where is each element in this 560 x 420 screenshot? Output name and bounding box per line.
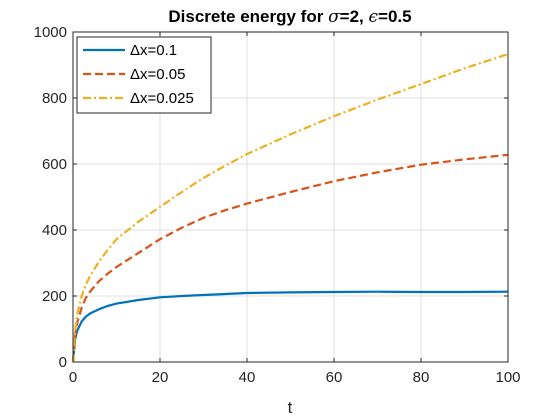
series-line-1 [71,290,509,363]
title-sigma-value: =2, [340,7,369,26]
x-tick-label: 0 [69,369,77,386]
x-tick-label: 80 [413,369,430,386]
title-sigma-symbol: σ [328,7,340,27]
title-prefix: Discrete energy for [168,7,328,26]
x-tick-label: 60 [326,369,343,386]
x-axis-label: t [288,398,293,417]
y-tick-label: 400 [42,222,67,239]
title-epsilon-symbol: ϵ [369,7,379,27]
legend: Δx=0.1 Δx=0.05 Δx=0.025 [76,36,212,114]
title-epsilon-value: =0.5 [378,7,412,26]
y-tick-label: 1000 [34,24,67,41]
series-layer [71,53,509,363]
series-line-2 [71,153,509,363]
y-tick-labels: 0 200 400 600 800 1000 [34,24,67,371]
x-tick-label: 100 [495,369,520,386]
legend-items: Δx=0.1 Δx=0.05 Δx=0.025 [83,42,194,107]
y-tick-label: 800 [42,90,67,107]
y-tick-label: 0 [59,354,67,371]
y-tick-label: 600 [42,156,67,173]
legend-label-1: Δx=0.1 [130,42,177,59]
x-tick-label: 20 [152,369,169,386]
axes-box [72,31,509,363]
y-tick-label: 200 [42,288,67,305]
legend-label-3: Δx=0.025 [130,90,194,107]
ticks [72,31,509,363]
chart-title: Discrete energy for σ=2, ϵ=0.5 [168,7,411,27]
series-line-3 [71,53,509,363]
x-tick-label: 40 [239,369,256,386]
legend-label-2: Δx=0.05 [130,66,185,83]
x-tick-labels: 0 20 40 60 80 100 [69,369,521,386]
